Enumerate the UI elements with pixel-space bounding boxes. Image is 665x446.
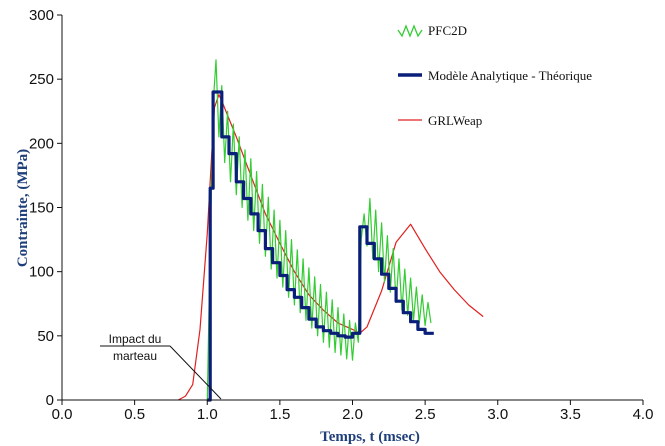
- x-tick-label: 2.0: [342, 406, 363, 423]
- impact-annotation: Impact du marteau: [100, 332, 222, 400]
- annotation-text-line-2: marteau: [113, 349, 157, 363]
- legend-label-pfc2d: PFC2D: [428, 23, 467, 38]
- annotation-text-line-1: Impact du: [109, 332, 162, 346]
- x-tick-label: 1.0: [197, 406, 218, 423]
- y-tick-label: 100: [29, 264, 54, 281]
- legend-label-grlweap: GRLWeap: [428, 113, 482, 128]
- x-tick-label: 2.5: [415, 406, 436, 423]
- x-tick-label: 3.5: [560, 406, 581, 423]
- legend-label-analytique: Modèle Analytique - Théorique: [428, 68, 592, 83]
- y-tick-label: 50: [37, 328, 54, 345]
- x-tick-label: 0.5: [124, 406, 145, 423]
- axes: [57, 14, 644, 405]
- plot-lines: [177, 59, 484, 402]
- x-axis-title: Temps, t (msec): [320, 429, 420, 445]
- series-line-pfc2d: [206, 59, 432, 401]
- annotation-arrow-line: [169, 345, 222, 400]
- y-tick-label: 150: [29, 200, 54, 217]
- y-tick-label: 300: [29, 7, 54, 24]
- x-tick-label: 0.0: [52, 406, 73, 423]
- y-tick-label: 250: [29, 71, 54, 88]
- y-tick-labels: 0 50 100 150 200 250 300: [29, 7, 54, 409]
- x-tick-label: 3.0: [487, 406, 508, 423]
- x-tick-label: 4.0: [633, 406, 654, 423]
- y-axis-title: Contrainte, (MPa): [15, 149, 31, 267]
- y-tick-label: 200: [29, 135, 54, 152]
- legend-swatch-pfc2d: [397, 24, 423, 38]
- x-tick-label: 1.5: [269, 406, 290, 423]
- x-tick-labels: 0.0 0.5 1.0 1.5 2.0 2.5 3.0 3.5 4.0: [52, 406, 654, 423]
- legend: PFC2D Modèle Analytique - Théorique GRLW…: [397, 23, 592, 128]
- series-line-mod-le-analytique-th-orique: [207, 90, 434, 402]
- y-tick-label: 0: [46, 392, 54, 409]
